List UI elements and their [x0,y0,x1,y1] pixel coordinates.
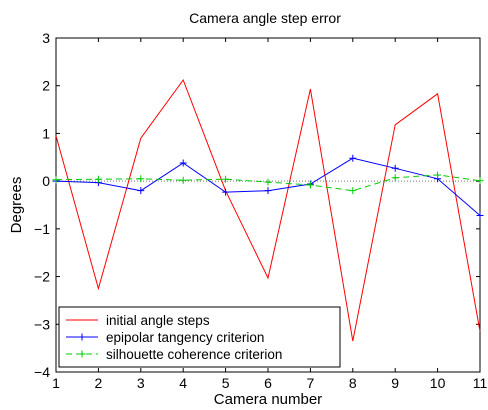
legend: initial angle steps epipolar tangency cri… [58,306,341,368]
series-point-3 [391,174,399,182]
y-tick-label: −3 [34,316,50,332]
series-point-2 [264,187,272,195]
series-point-2 [222,188,230,196]
series-point-2 [476,211,484,219]
x-axis-label: Camera number [214,391,322,408]
x-tick-label: 10 [430,375,446,391]
x-tick-label: 6 [264,375,272,391]
legend-entries: initial angle steps epipolar tangency cri… [66,313,282,362]
legend-box [58,306,341,368]
x-tick-label: 2 [95,375,103,391]
x-tick-label: 8 [349,375,357,391]
series-point-3 [179,176,187,184]
y-tick-label: −1 [34,221,50,237]
x-tick-label: 4 [179,375,187,391]
series-point-3 [306,181,314,189]
legend-label-1: initial angle steps [106,313,210,328]
x-tick-label: 3 [137,375,145,391]
series-point-3 [434,171,442,179]
legend-label-3: silhouette coherence criterion [106,347,282,362]
series-point-3 [264,178,272,186]
series-point-3 [137,175,145,183]
y-tick-label: −2 [34,269,50,285]
y-tick-label: 1 [42,125,50,141]
y-tick-label: 0 [42,173,50,189]
x-tick-label: 7 [307,375,315,391]
x-tick-label: 1 [52,375,60,391]
x-tick-label: 11 [473,375,488,391]
series-point-3 [52,176,60,184]
x-tick-label: 9 [391,375,399,391]
legend-label-2: epipolar tangency criterion [106,330,264,345]
y-axis-label: Degrees [8,177,25,234]
series-point-2 [349,154,357,162]
series-point-3 [222,175,230,183]
y-tick-label: 3 [42,30,50,46]
series-point-3 [476,177,484,185]
y-tick-label: −4 [34,364,50,380]
legend-marker-3 [78,350,86,358]
series-point-3 [349,187,357,195]
series-point-2 [137,187,145,195]
series-point-3 [94,175,102,183]
series-point-2 [179,159,187,167]
y-tick-label: 2 [42,78,50,94]
x-tick-label: 5 [222,375,230,391]
chart-title: Camera angle step error [189,10,341,26]
series-point-2 [391,164,399,172]
legend-marker-2 [78,333,86,341]
